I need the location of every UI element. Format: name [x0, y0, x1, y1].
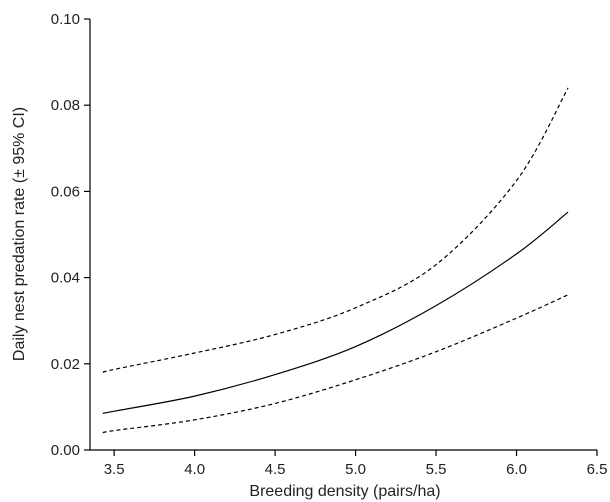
x-tick-label: 4.0: [184, 461, 205, 478]
y-tick-label: 0.00: [51, 442, 80, 459]
y-tick-label: 0.04: [51, 270, 80, 287]
x-tick-label: 4.5: [265, 461, 286, 478]
x-tick-label: 5.0: [345, 461, 366, 478]
y-tick-label: 0.10: [51, 11, 80, 28]
upper-ci-curve: [102, 87, 569, 373]
y-tick-label: 0.08: [51, 97, 80, 114]
y-axis-title: Daily nest predation rate (± 95% CI): [11, 107, 28, 361]
y-tick-label: 0.06: [51, 183, 80, 200]
x-tick-label: 6.5: [587, 461, 608, 478]
ticks: 3.5 4.0 4.5 5.0 5.5 6.0 6.5 0.00 0.02 0.04 0.06 0.0…: [51, 11, 608, 478]
x-tick-label: 3.5: [104, 461, 125, 478]
x-tick-label: 5.5: [426, 461, 447, 478]
x-tick-label: 6.0: [506, 461, 527, 478]
series-layer: [102, 87, 569, 434]
fitted-curve: [102, 211, 569, 414]
x-axis-title: Breeding density (pairs/ha): [249, 483, 440, 500]
y-tick-label: 0.02: [51, 356, 80, 373]
